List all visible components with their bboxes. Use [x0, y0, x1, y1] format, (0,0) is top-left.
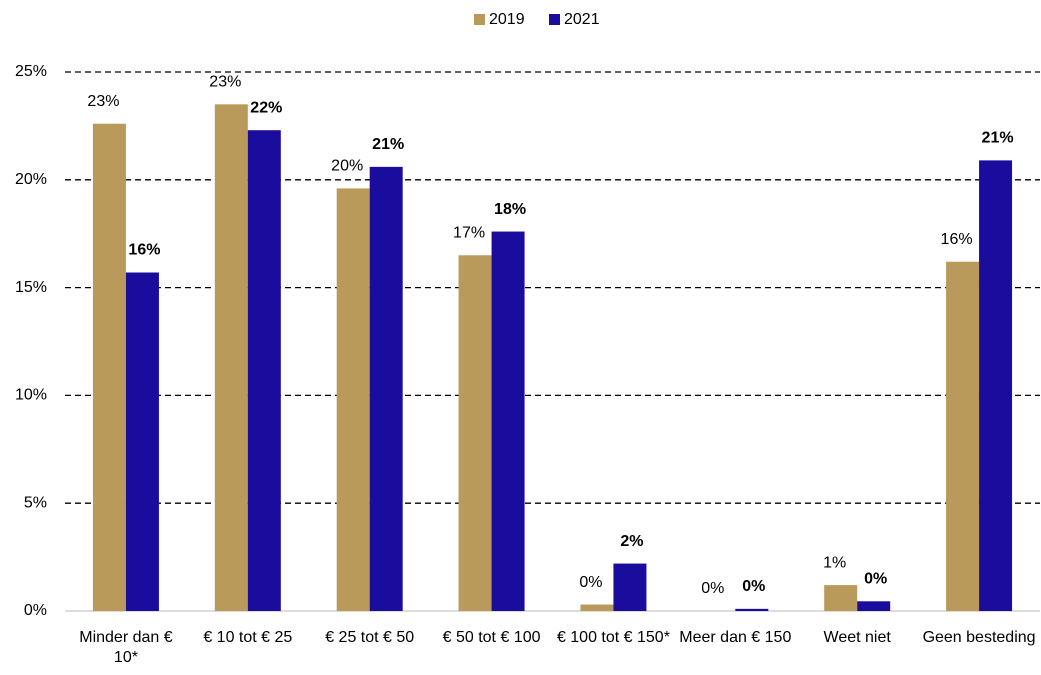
- x-tick-label: Weet niet: [823, 629, 891, 646]
- bar: [247, 130, 281, 611]
- x-tick-label: Meer dan € 150: [679, 629, 792, 646]
- data-label: 21%: [372, 136, 404, 153]
- y-tick-label: 10%: [15, 387, 47, 404]
- x-tick-label: Geen besteding: [922, 629, 1036, 646]
- bar: [613, 563, 647, 611]
- bar: [336, 188, 370, 611]
- y-tick-label: 5%: [24, 494, 47, 511]
- x-tick-label: € 50 tot € 100: [442, 629, 541, 646]
- y-tick-label: 20%: [15, 171, 47, 188]
- bar: [946, 261, 980, 611]
- bar: [458, 255, 492, 611]
- data-label: 16%: [128, 242, 160, 259]
- x-tick-label: € 25 tot € 50: [325, 629, 415, 646]
- data-label: 0%: [864, 571, 887, 588]
- data-label: 23%: [209, 74, 241, 91]
- bar: [214, 104, 248, 611]
- data-label: 2%: [620, 533, 643, 550]
- data-label: 18%: [494, 201, 526, 218]
- data-label: 23%: [87, 93, 119, 110]
- x-tick-label: € 100 tot € 150*: [556, 629, 670, 646]
- data-label: 0%: [579, 574, 602, 591]
- legend-label: 2019: [489, 11, 525, 28]
- bar: [580, 604, 614, 611]
- bar: [491, 231, 525, 611]
- bar: [979, 160, 1013, 611]
- data-label: 22%: [250, 99, 282, 116]
- data-label: 16%: [941, 231, 973, 248]
- x-tick-label: € 10 tot € 25: [203, 629, 293, 646]
- bar: [824, 585, 858, 611]
- bar: [857, 601, 891, 611]
- data-label: 0%: [742, 578, 765, 595]
- data-label: 20%: [331, 158, 363, 175]
- legend-swatch: [549, 14, 560, 25]
- legend-swatch: [474, 14, 485, 25]
- data-label: 1%: [823, 554, 846, 571]
- y-tick-label: 0%: [24, 602, 47, 619]
- data-label: 0%: [701, 580, 724, 597]
- bar: [735, 608, 769, 611]
- bar: [369, 166, 403, 611]
- y-tick-label: 25%: [15, 63, 47, 80]
- bar: [92, 123, 126, 611]
- data-label: 21%: [982, 130, 1014, 147]
- legend-label: 2021: [564, 11, 600, 28]
- x-tick-label: Minder dan € 10*: [79, 629, 173, 666]
- y-tick-label: 15%: [15, 279, 47, 296]
- bar: [125, 272, 159, 611]
- data-label: 17%: [453, 224, 485, 241]
